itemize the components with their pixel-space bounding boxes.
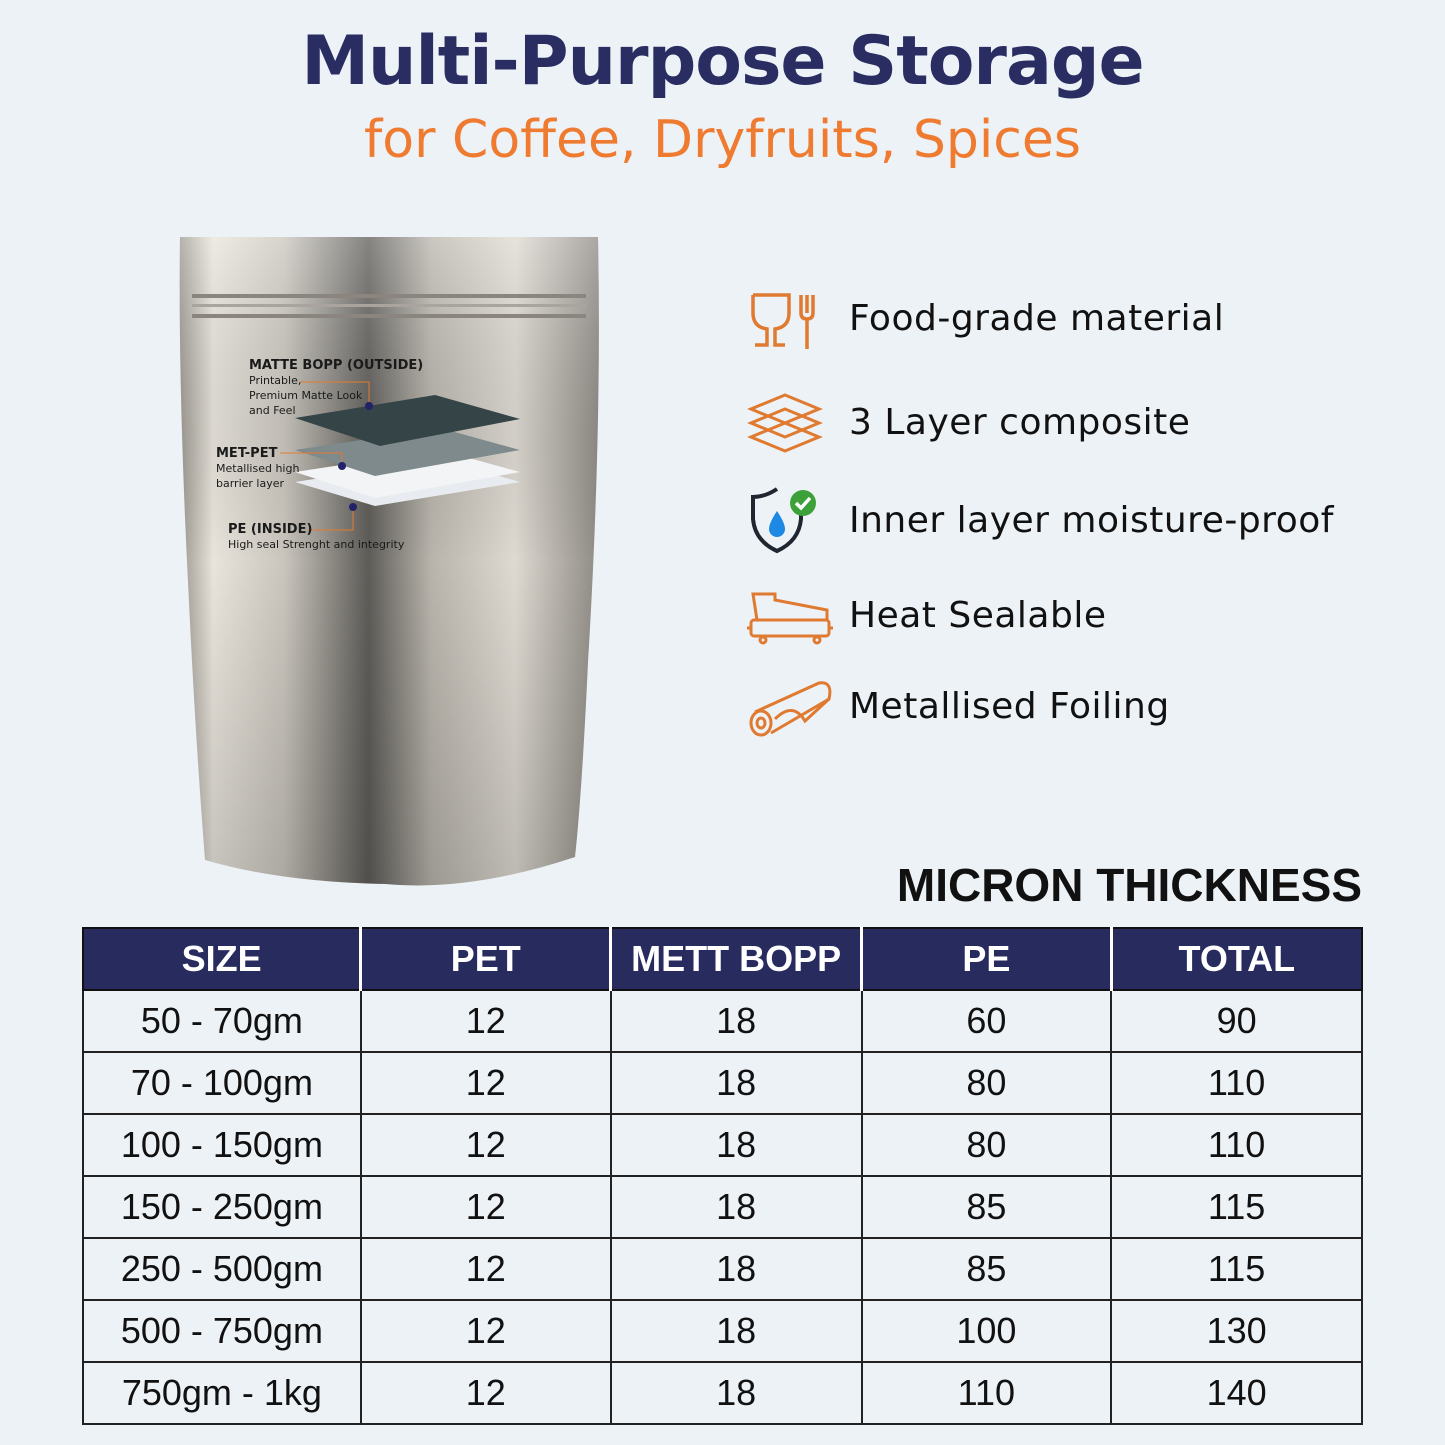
table-row: 500 - 750gm 12 18 100 130	[82, 1299, 1363, 1363]
feature-food-grade: Food-grade material	[745, 278, 1224, 358]
heat-sealer-icon	[745, 575, 835, 655]
cell-total: 115	[1110, 1237, 1363, 1301]
cell-pet: 12	[359, 1299, 612, 1363]
micron-thickness-table: SIZE PET METT BOPP PE TOTAL 50 - 70gm 12 1…	[82, 927, 1363, 1425]
moisture-shield-icon	[745, 480, 835, 560]
feature-label: Food-grade material	[849, 297, 1225, 339]
cell-mett-bopp: 18	[609, 989, 863, 1053]
header-pet: PET	[359, 927, 613, 991]
cell-size: 750gm - 1kg	[82, 1361, 362, 1425]
table-title: MICRON THICKNESS	[896, 859, 1362, 911]
cell-pet: 12	[359, 1113, 612, 1177]
cell-size: 250 - 500gm	[82, 1237, 362, 1301]
foil-roll-icon	[745, 666, 835, 746]
header-mett-bopp: METT BOPP	[609, 927, 864, 991]
header-pe: PE	[860, 927, 1113, 991]
cell-size: 150 - 250gm	[82, 1175, 362, 1239]
table-row: 750gm - 1kg 12 18 110 140	[82, 1361, 1363, 1425]
cell-pe: 110	[860, 1361, 1113, 1425]
cell-mett-bopp: 18	[609, 1051, 863, 1115]
cell-pet: 12	[359, 1237, 612, 1301]
cell-total: 140	[1110, 1361, 1363, 1425]
cell-total: 110	[1110, 1051, 1363, 1115]
pouch-image: MATTE BOPP (OUTSIDE) Printable, Premium M…	[170, 232, 610, 896]
cell-size: 70 - 100gm	[82, 1051, 362, 1115]
header-total: TOTAL	[1110, 927, 1363, 991]
cell-pe: 85	[860, 1237, 1113, 1301]
table-row: 100 - 150gm 12 18 80 110	[82, 1113, 1363, 1177]
cell-mett-bopp: 18	[609, 1237, 863, 1301]
page-title: Multi-Purpose Storage	[301, 22, 1144, 101]
cell-size: 100 - 150gm	[82, 1113, 362, 1177]
cell-total: 110	[1110, 1113, 1363, 1177]
feature-heat-seal: Heat Sealable	[745, 575, 1106, 655]
layer-label-inside: PE (INSIDE) High seal Strenght and integ…	[228, 522, 405, 551]
cell-size: 50 - 70gm	[82, 989, 362, 1053]
feature-label: Metallised Foiling	[849, 685, 1170, 727]
feature-moisture: Inner layer moisture-proof	[745, 480, 1334, 560]
cell-total: 90	[1110, 989, 1363, 1053]
table-row: 150 - 250gm 12 18 85 115	[82, 1175, 1363, 1239]
page-subtitle: for Coffee, Dryfruits, Spices	[364, 110, 1081, 170]
cell-total: 130	[1110, 1299, 1363, 1363]
cell-pet: 12	[359, 1051, 612, 1115]
cell-pe: 80	[860, 1051, 1113, 1115]
feature-layers: 3 Layer composite	[745, 382, 1190, 462]
feature-label: Heat Sealable	[849, 594, 1107, 636]
cell-mett-bopp: 18	[609, 1299, 863, 1363]
table-header-row: SIZE PET METT BOPP PE TOTAL	[82, 927, 1363, 991]
cell-pet: 12	[359, 1175, 612, 1239]
table-row: 250 - 500gm 12 18 85 115	[82, 1237, 1363, 1301]
cell-pe: 80	[860, 1113, 1113, 1177]
feature-foiling: Metallised Foiling	[745, 666, 1170, 746]
layer-label-outside: MATTE BOPP (OUTSIDE) Printable, Premium M…	[249, 358, 424, 417]
header-size: SIZE	[82, 927, 363, 991]
layers-icon	[745, 382, 835, 462]
cell-total: 115	[1110, 1175, 1363, 1239]
cell-pe: 85	[860, 1175, 1113, 1239]
feature-label: 3 Layer composite	[849, 401, 1191, 443]
cell-size: 500 - 750gm	[82, 1299, 362, 1363]
cell-mett-bopp: 18	[609, 1175, 863, 1239]
cell-pet: 12	[359, 989, 612, 1053]
cell-pe: 60	[860, 989, 1113, 1053]
cell-pet: 12	[359, 1361, 612, 1425]
table-row: 50 - 70gm 12 18 60 90	[82, 989, 1363, 1053]
layer-label-middle: MET-PET Metallised high barrier layer	[216, 446, 300, 490]
feature-label: Inner layer moisture-proof	[849, 499, 1334, 541]
food-grade-icon	[745, 278, 835, 358]
table-row: 70 - 100gm 12 18 80 110	[82, 1051, 1363, 1115]
cell-mett-bopp: 18	[609, 1113, 863, 1177]
cell-pe: 100	[860, 1299, 1113, 1363]
cell-mett-bopp: 18	[609, 1361, 863, 1425]
